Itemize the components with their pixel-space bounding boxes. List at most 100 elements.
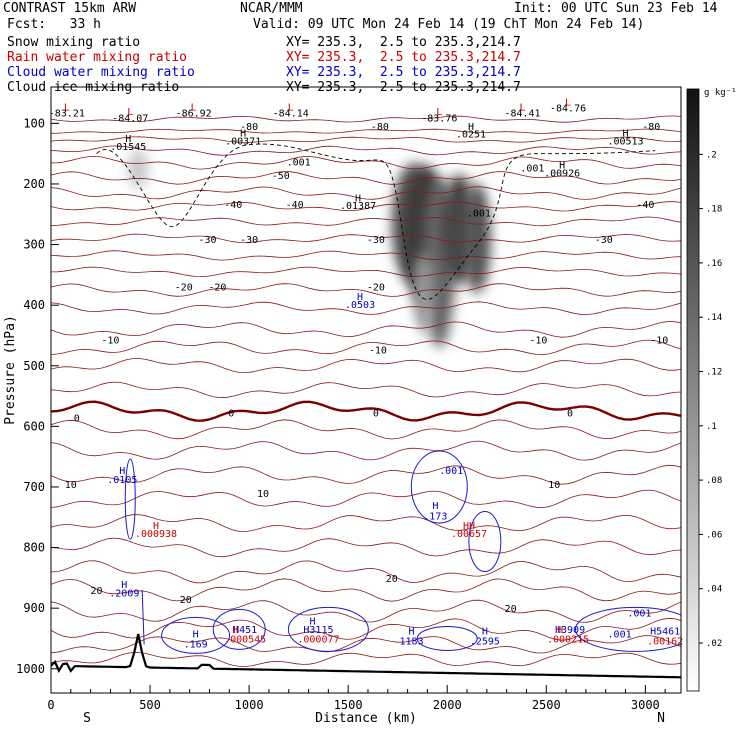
init-time: Init: 00 UTC Sun 23 Feb 14 (514, 1, 718, 16)
colorbar-tick-label: .16 (706, 259, 722, 269)
extremum-label: .00657 (451, 529, 487, 540)
y-tick-label: 1000 (16, 662, 45, 676)
snow-shade-blob (462, 183, 491, 294)
colorbar-tick-label: .18 (706, 205, 722, 215)
extremum-label: .00513 (607, 136, 643, 147)
cloud-water-contour (141, 589, 145, 645)
legend-cloudwater-name: Cloud water mixing ratio (7, 65, 195, 80)
extremum-label: H (557, 625, 563, 636)
temperature-contour (51, 489, 681, 509)
snow-shade-blob (128, 148, 149, 189)
extremum-label: H (153, 521, 159, 532)
cloud-water-contour (124, 458, 136, 540)
temperature-label: -10 (650, 336, 668, 347)
colorbar-tick-label: .2 (706, 150, 717, 160)
x-tick-label: 1000 (235, 698, 264, 712)
extremum-label: H (121, 580, 127, 591)
extremum-label: .001 (608, 630, 632, 641)
temperature-contour (51, 145, 681, 156)
temperature-contour (51, 233, 681, 244)
extremum-label: -84.76 (550, 104, 586, 115)
extremum-label: H (119, 466, 125, 477)
temperature-label: -20 (367, 282, 385, 293)
cloud-water-contour (574, 606, 681, 652)
temperature-contour (51, 651, 681, 667)
extremum-label: H (193, 630, 199, 641)
extremum-label: H5461 (650, 627, 680, 638)
extremum-label: H (432, 501, 438, 512)
extremum-label: .00926 (544, 168, 580, 179)
temperature-label: 20 (386, 574, 398, 585)
extremum-label: -86.92 (176, 108, 212, 119)
extremum-label: .0105 (107, 475, 137, 486)
extremum-label: -84.07 (112, 113, 148, 124)
extremum-label: .01545 (110, 142, 146, 153)
temperature-label: -30 (595, 235, 613, 246)
colorbar-unit: g kg⁻¹ (704, 88, 737, 98)
temperature-contour (51, 186, 681, 200)
extremum-label: 1183 (400, 636, 424, 647)
forecast-hour: Fcst: 33 h (7, 17, 101, 32)
extremum-label: .001 (439, 466, 463, 477)
extremum-label: H (468, 122, 474, 133)
temperature-contour (51, 514, 681, 532)
colorbar-tick-label: .06 (706, 530, 722, 540)
extremum-label: .000077 (297, 634, 339, 645)
cloud-contours (96, 143, 681, 654)
x-tick-label: 2000 (433, 698, 462, 712)
temperature-contour (51, 440, 681, 461)
temperature-label: -30 (198, 235, 216, 246)
temperature-label: 10 (257, 489, 269, 500)
temperature-label: 0 (373, 408, 379, 419)
colorbar-tick-label: .02 (706, 639, 722, 649)
x-tick-label: 1500 (334, 698, 363, 712)
temperature-label: .001 (287, 158, 311, 169)
temperature-contour (51, 301, 681, 316)
extremum-label: H (409, 627, 415, 638)
colorbar: g kg⁻¹ .02 .04 .06 .08 .1 .12 .14 .16 .18 .2 (686, 88, 737, 692)
temperature-contour (51, 128, 681, 134)
temperature-label: -30 (240, 235, 258, 246)
legend-cloudwater-xy: XY= 235.3, 2.5 to 235.3,214.7 (286, 65, 521, 80)
temperature-contours (51, 115, 681, 667)
x-axis-label: Distance (km) (315, 711, 417, 726)
extremum-label: L (436, 107, 442, 118)
extremum-label: H (357, 292, 363, 303)
contour-labels: -80 -80 -80 -50 .001 .001 -40 -40 -40 -30 -30 -30 -3… (49, 98, 683, 651)
temperature-contour (51, 464, 681, 485)
extremum-label: H (125, 134, 131, 145)
temperature-label: -40 (286, 200, 304, 211)
temperature-label: -30 (367, 235, 385, 246)
extremum-label: .173 (423, 511, 447, 522)
y-tick-label: 300 (23, 238, 45, 252)
temperature-contour (51, 617, 681, 641)
temperature-contour (51, 250, 681, 261)
snow-shade-blob (413, 253, 434, 334)
temperature-contour (51, 635, 681, 654)
temperature-label: -80 (240, 122, 258, 133)
extremum-label: L (288, 102, 294, 113)
y-tick-label: 800 (23, 541, 45, 555)
colorbar-tick-label: .12 (706, 368, 722, 378)
terrain-surface (51, 633, 681, 679)
y-tick-label: 900 (23, 601, 45, 615)
y-tick-label: 700 (23, 480, 45, 494)
extremum-label: L (127, 107, 133, 118)
extremum-label: L (64, 102, 70, 113)
extremum-label: .001 (467, 208, 491, 219)
y-tick-label: 400 (23, 298, 45, 312)
temperature-label: -20 (175, 282, 193, 293)
extremum-label: H (240, 128, 246, 139)
extremum-label: .01387 (340, 201, 376, 212)
snow-shading (128, 148, 491, 348)
y-tick-label: 100 (23, 116, 45, 130)
temperature-contour (51, 266, 681, 278)
extremum-label: .0251 (456, 130, 486, 141)
legend-rain-name: Rain water mixing ratio (7, 50, 188, 65)
temperature-label: -10 (369, 345, 387, 356)
legend-rain-xy: XY= 235.3, 2.5 to 235.3,214.7 (286, 50, 521, 65)
extremum-label: HH (463, 521, 475, 532)
x-tick-label: 500 (139, 698, 161, 712)
colorbar-tick-label: .04 (706, 585, 722, 595)
temperature-contour (51, 400, 681, 422)
